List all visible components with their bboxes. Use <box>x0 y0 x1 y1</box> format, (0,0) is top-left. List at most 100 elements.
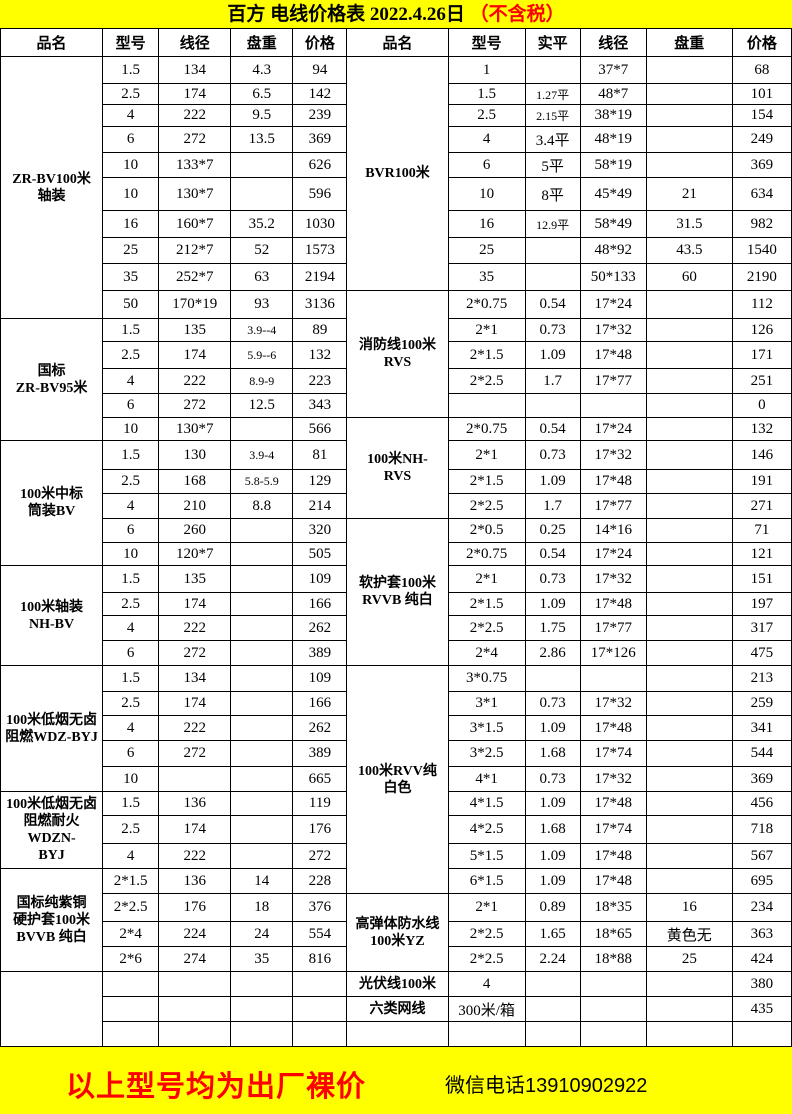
table-row: 6 272 389 3*2.5 1.68 17*74 544 <box>1 740 792 767</box>
cell-wire: 17*32 <box>579 440 647 470</box>
header-right-name: 品名 <box>346 28 449 57</box>
cell-reel-weight: 黄色无 <box>645 921 733 947</box>
cell-wire: 130 <box>158 440 232 470</box>
cell-price: 154 <box>731 104 792 127</box>
cell-price: 132 <box>292 341 348 369</box>
product-name-cell: 六类网线 <box>346 996 449 1022</box>
cell-actual-area: 1.09 <box>524 843 581 869</box>
header-left-wire: 线径 <box>158 28 232 57</box>
cell-reel-weight: 21 <box>645 177 733 211</box>
cell-model: 1.5 <box>102 440 160 470</box>
cell-model: 2*1 <box>447 565 526 593</box>
header-right-actual-area: 实平 <box>524 28 581 57</box>
cell-model: 1 <box>447 56 526 84</box>
product-name-cell: ZR-BV100米 轴装 <box>0 56 104 319</box>
cell-reel-weight <box>230 971 294 997</box>
table-row: 10 120*7 505 2*0.75 0.54 17*24 121 <box>1 542 792 566</box>
cell-price: 3136 <box>292 290 348 319</box>
cell-price: 119 <box>292 791 348 816</box>
cell-wire: 17*126 <box>579 640 647 666</box>
cell-model: 2.5 <box>102 815 160 844</box>
cell-wire <box>158 766 232 792</box>
header-right-model: 型号 <box>447 28 526 57</box>
footer-notice: 以上型号均为出厂裸价 <box>66 1071 367 1103</box>
cell-reel-weight <box>645 665 733 692</box>
cell-wire: 17*32 <box>579 766 647 792</box>
cell-price: 81 <box>292 440 348 470</box>
cell-wire: 133*7 <box>158 152 232 178</box>
cell-actual-area: 5平 <box>524 152 581 178</box>
cell-actual-area: 1.09 <box>524 715 581 741</box>
cell-wire: 17*48 <box>579 715 647 741</box>
table-row: 100米中标 筒装BV 1.5 130 3.9-4 81 2*1 0.73 17*32 146 <box>0 440 792 566</box>
cell-price: 369 <box>731 152 792 178</box>
cell-wire: 174 <box>158 691 232 716</box>
cell-model: 1.5 <box>102 318 160 342</box>
cell-actual-area: 0.54 <box>524 290 581 319</box>
cell-wire <box>579 971 647 997</box>
cell-price: 596 <box>292 177 348 211</box>
cell-model: 6 <box>447 152 526 178</box>
cell-reel-weight: 14 <box>230 868 294 894</box>
cell-model: 1.5 <box>102 791 160 816</box>
cell-reel-weight <box>645 440 733 470</box>
cell-reel-weight <box>230 417 294 441</box>
cell-model: 4 <box>102 615 160 641</box>
cell-wire: 136 <box>158 868 232 894</box>
cell-model: 4 <box>102 368 160 394</box>
cell-model: 2*0.75 <box>447 417 526 441</box>
cell-model: 6 <box>102 393 160 418</box>
cell-price: 234 <box>731 893 792 922</box>
cell-wire: 18*65 <box>579 921 647 947</box>
cell-price: 389 <box>292 740 348 767</box>
cell-actual-area: 8平 <box>524 177 581 211</box>
cell-actual-area: 2.15平 <box>524 104 581 127</box>
cell-wire: 272 <box>158 126 232 153</box>
cell-price: 112 <box>731 290 792 319</box>
cell-actual-area: 0.73 <box>524 691 581 716</box>
cell-model: 300米/箱 <box>447 996 526 1022</box>
cell-actual-area: 1.09 <box>524 469 581 494</box>
cell-price: 166 <box>292 592 348 616</box>
table-row: 100米低烟无卤 阻燃WDZ-BYJ 1.5 134 109 100米RVV纯 白色 3*… <box>0 665 792 894</box>
cell-model: 1.5 <box>102 565 160 593</box>
table-row: 100米轴装 NH-BV 1.5 135 109 2*1 0.73 17*32 151 <box>0 565 792 666</box>
cell-reel-weight <box>230 815 294 844</box>
cell-reel-weight <box>645 469 733 494</box>
footer-contact: 微信电话13910902922 <box>445 1075 648 1097</box>
cell-wire: 17*48 <box>579 868 647 894</box>
cell-reel-weight <box>230 791 294 816</box>
cell-actual-area <box>524 237 581 264</box>
cell-reel-weight: 8.8 <box>230 493 294 519</box>
cell-model: 1.5 <box>102 56 160 84</box>
cell-model: 4*2.5 <box>447 815 526 844</box>
cell-reel-weight: 52 <box>230 237 294 264</box>
cell-reel-weight <box>230 691 294 716</box>
cell-reel-weight <box>645 565 733 593</box>
page-title: 百方 电线价格表 2022.4.26日 <box>227 4 465 25</box>
cell-model: 2*0.5 <box>447 518 526 543</box>
cell-price: 101 <box>731 83 792 105</box>
cell-wire <box>579 1021 647 1047</box>
cell-wire: 174 <box>158 341 232 369</box>
cell-model: 1.5 <box>447 83 526 105</box>
table-row: 10 130*7 566 100米NH- RVS 2*0.75 0.54 17*24 132 <box>1 417 792 519</box>
cell-wire: 14*16 <box>579 518 647 543</box>
cell-reel-weight <box>230 640 294 666</box>
cell-wire <box>579 665 647 692</box>
cell-price: 982 <box>731 210 792 238</box>
cell-actual-area <box>524 996 581 1022</box>
product-name-cell <box>346 1021 449 1047</box>
table-row: 10 133*7 626 6 5平 58*19 369 <box>1 152 792 178</box>
cell-reel-weight: 24 <box>230 921 294 947</box>
cell-price: 1540 <box>731 237 792 264</box>
cell-price: 109 <box>292 565 348 593</box>
cell-wire: 17*77 <box>579 368 647 394</box>
product-name-cell: 100米低烟无卤 阻燃耐火WDZN- BYJ <box>0 791 104 869</box>
cell-price: 94 <box>292 56 348 84</box>
cell-model: 10 <box>447 177 526 211</box>
header-row: 品名 型号 线径 盘重 价格 品名 型号 实平 线径 盘重 价格 <box>0 28 792 57</box>
cell-wire: 17*77 <box>579 615 647 641</box>
cell-model <box>102 996 160 1022</box>
cell-reel-weight <box>230 740 294 767</box>
